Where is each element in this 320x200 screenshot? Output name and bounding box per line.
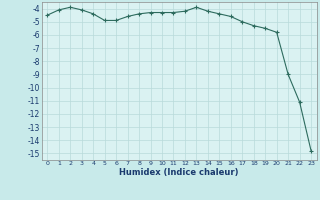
X-axis label: Humidex (Indice chaleur): Humidex (Indice chaleur) — [119, 168, 239, 177]
